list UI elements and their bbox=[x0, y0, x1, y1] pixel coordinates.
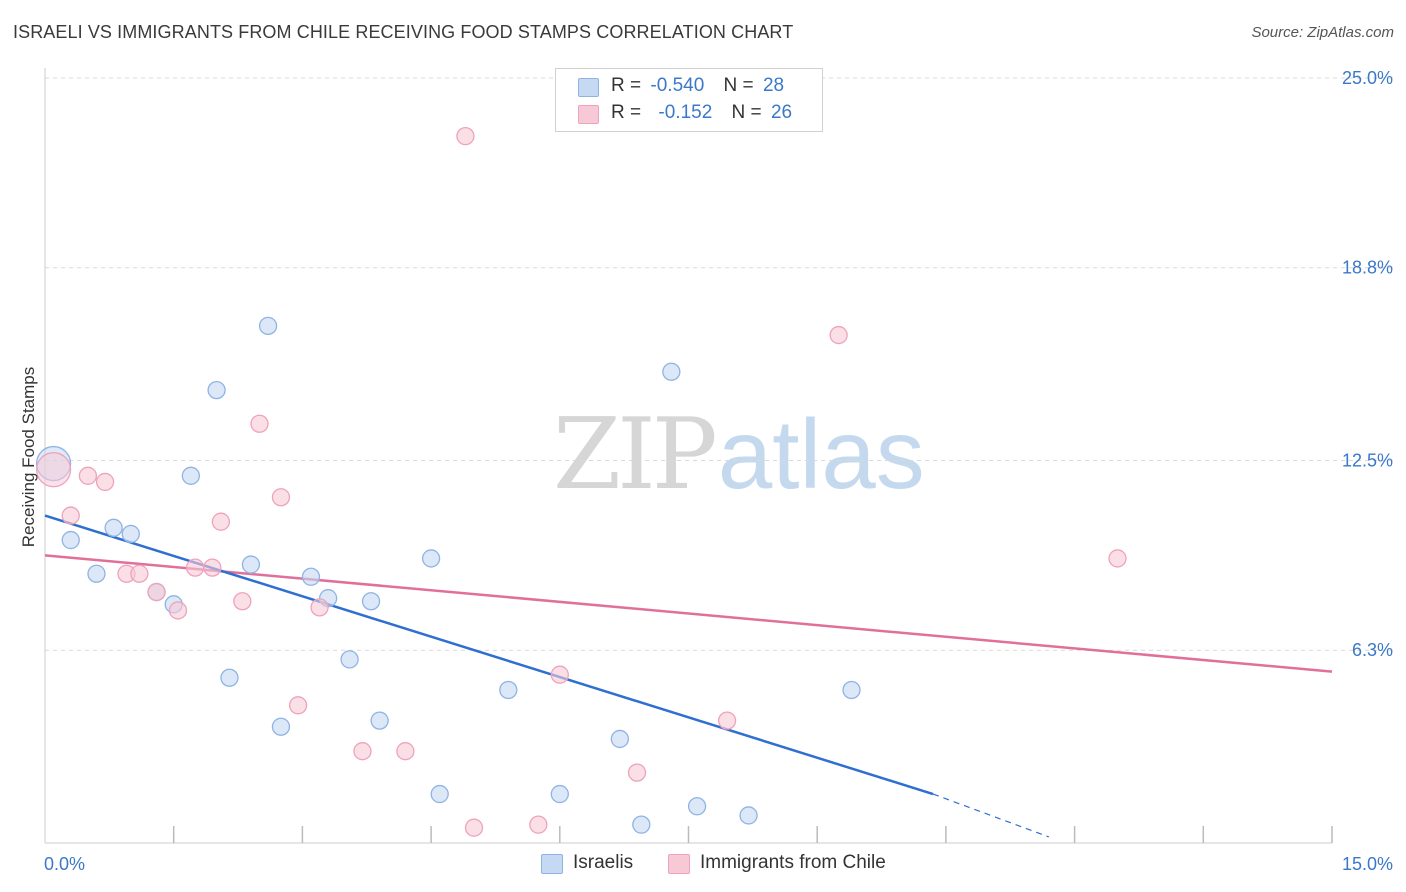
israelis-swatch bbox=[578, 78, 599, 97]
watermark-atlas: atlas bbox=[717, 399, 925, 509]
r-value-chile: -0.152 bbox=[658, 102, 713, 123]
point-israelis bbox=[301, 567, 321, 586]
point-israelis bbox=[370, 711, 389, 730]
point-israelis bbox=[121, 524, 140, 544]
point-chile bbox=[627, 763, 647, 782]
point-israelis bbox=[499, 680, 518, 700]
trend-line-israelis bbox=[44, 514, 934, 796]
point-israelis bbox=[610, 729, 630, 749]
point-chile bbox=[35, 452, 72, 488]
r-value-israelis: -0.540 bbox=[650, 75, 705, 96]
point-chile bbox=[211, 512, 231, 531]
stats-legend: R = -0.540 N = 28 R = -0.152 N = 26 bbox=[555, 68, 823, 132]
point-israelis bbox=[421, 549, 441, 568]
point-israelis bbox=[361, 592, 381, 611]
n-label: N = bbox=[723, 75, 754, 96]
trend-line-israelis-extension bbox=[932, 793, 1050, 838]
legend-label-chile: Immigrants from Chile bbox=[700, 852, 886, 873]
point-israelis bbox=[430, 784, 449, 804]
point-israelis bbox=[632, 815, 651, 834]
series-legend: Israelis Immigrants from Chile bbox=[0, 851, 1406, 879]
point-israelis bbox=[87, 564, 106, 583]
y-tick-label: 6.3% bbox=[1352, 640, 1393, 660]
y-tick-label: 12.5% bbox=[1342, 451, 1393, 471]
point-israelis bbox=[550, 784, 569, 804]
stats-text-israelis: R = -0.540 N = 28 bbox=[611, 75, 784, 97]
n-label: N = bbox=[731, 102, 762, 123]
point-israelis bbox=[258, 316, 278, 336]
point-israelis bbox=[842, 680, 861, 700]
point-chile bbox=[396, 742, 415, 761]
point-chile bbox=[310, 598, 329, 617]
r-label: R = bbox=[611, 75, 642, 96]
axes bbox=[44, 68, 1332, 844]
point-israelis bbox=[662, 362, 681, 381]
chile-swatch bbox=[578, 105, 599, 124]
israelis-legend-swatch bbox=[541, 854, 563, 874]
chile-legend-swatch bbox=[668, 854, 690, 874]
point-israelis bbox=[241, 555, 261, 574]
point-chile bbox=[233, 592, 252, 611]
point-chile bbox=[95, 472, 115, 492]
point-chile bbox=[550, 665, 569, 684]
point-chile bbox=[1108, 549, 1127, 568]
point-chile bbox=[61, 506, 80, 525]
point-chile bbox=[271, 488, 291, 507]
n-value-israelis: 28 bbox=[762, 75, 785, 96]
point-chile bbox=[78, 466, 98, 485]
point-israelis bbox=[181, 466, 201, 485]
x-tick-marks bbox=[172, 826, 1333, 843]
y-axis-label: Receiving Food Stamps bbox=[19, 367, 38, 547]
point-israelis bbox=[340, 650, 359, 669]
trend-line-chile bbox=[44, 554, 1333, 673]
point-israelis bbox=[207, 380, 226, 400]
point-chile bbox=[185, 558, 205, 577]
data-points bbox=[35, 126, 1127, 837]
x-tick-label: 0.0% bbox=[44, 854, 85, 874]
point-israelis bbox=[271, 717, 291, 736]
point-chile bbox=[464, 818, 484, 837]
point-israelis bbox=[687, 797, 707, 816]
r-label: R = bbox=[611, 102, 642, 123]
point-israelis bbox=[220, 668, 239, 687]
tick-labels: 6.3% 12.5% 18.8% 25.0% 0.0% 15.0% bbox=[44, 68, 1393, 874]
watermark-zip: ZIP bbox=[553, 398, 718, 512]
point-chile bbox=[203, 558, 222, 577]
point-chile bbox=[717, 711, 737, 730]
point-israelis bbox=[104, 518, 123, 537]
y-tick-label: 25.0% bbox=[1342, 68, 1393, 88]
x-tick-label: 15.0% bbox=[1342, 854, 1393, 874]
point-chile bbox=[456, 126, 475, 146]
point-chile bbox=[288, 696, 308, 715]
point-chile bbox=[250, 414, 269, 433]
point-israelis bbox=[61, 530, 80, 550]
chart-title: ISRAELI VS IMMIGRANTS FROM CHILE RECEIVI… bbox=[13, 22, 794, 42]
point-chile bbox=[529, 815, 548, 834]
n-value-chile: 26 bbox=[770, 102, 793, 123]
point-chile bbox=[168, 601, 188, 620]
point-chile bbox=[353, 742, 372, 761]
source-credit: Source: ZipAtlas.com bbox=[1251, 24, 1394, 41]
point-israelis bbox=[739, 806, 758, 825]
point-chile bbox=[829, 325, 848, 345]
watermark: ZIPatlas bbox=[553, 398, 925, 512]
legend-label-israelis: Israelis bbox=[573, 852, 634, 873]
stats-text-chile: R = -0.152 N = 26 bbox=[611, 102, 792, 124]
point-chile bbox=[130, 564, 149, 583]
point-chile bbox=[147, 582, 166, 602]
y-tick-label: 18.8% bbox=[1342, 258, 1393, 278]
